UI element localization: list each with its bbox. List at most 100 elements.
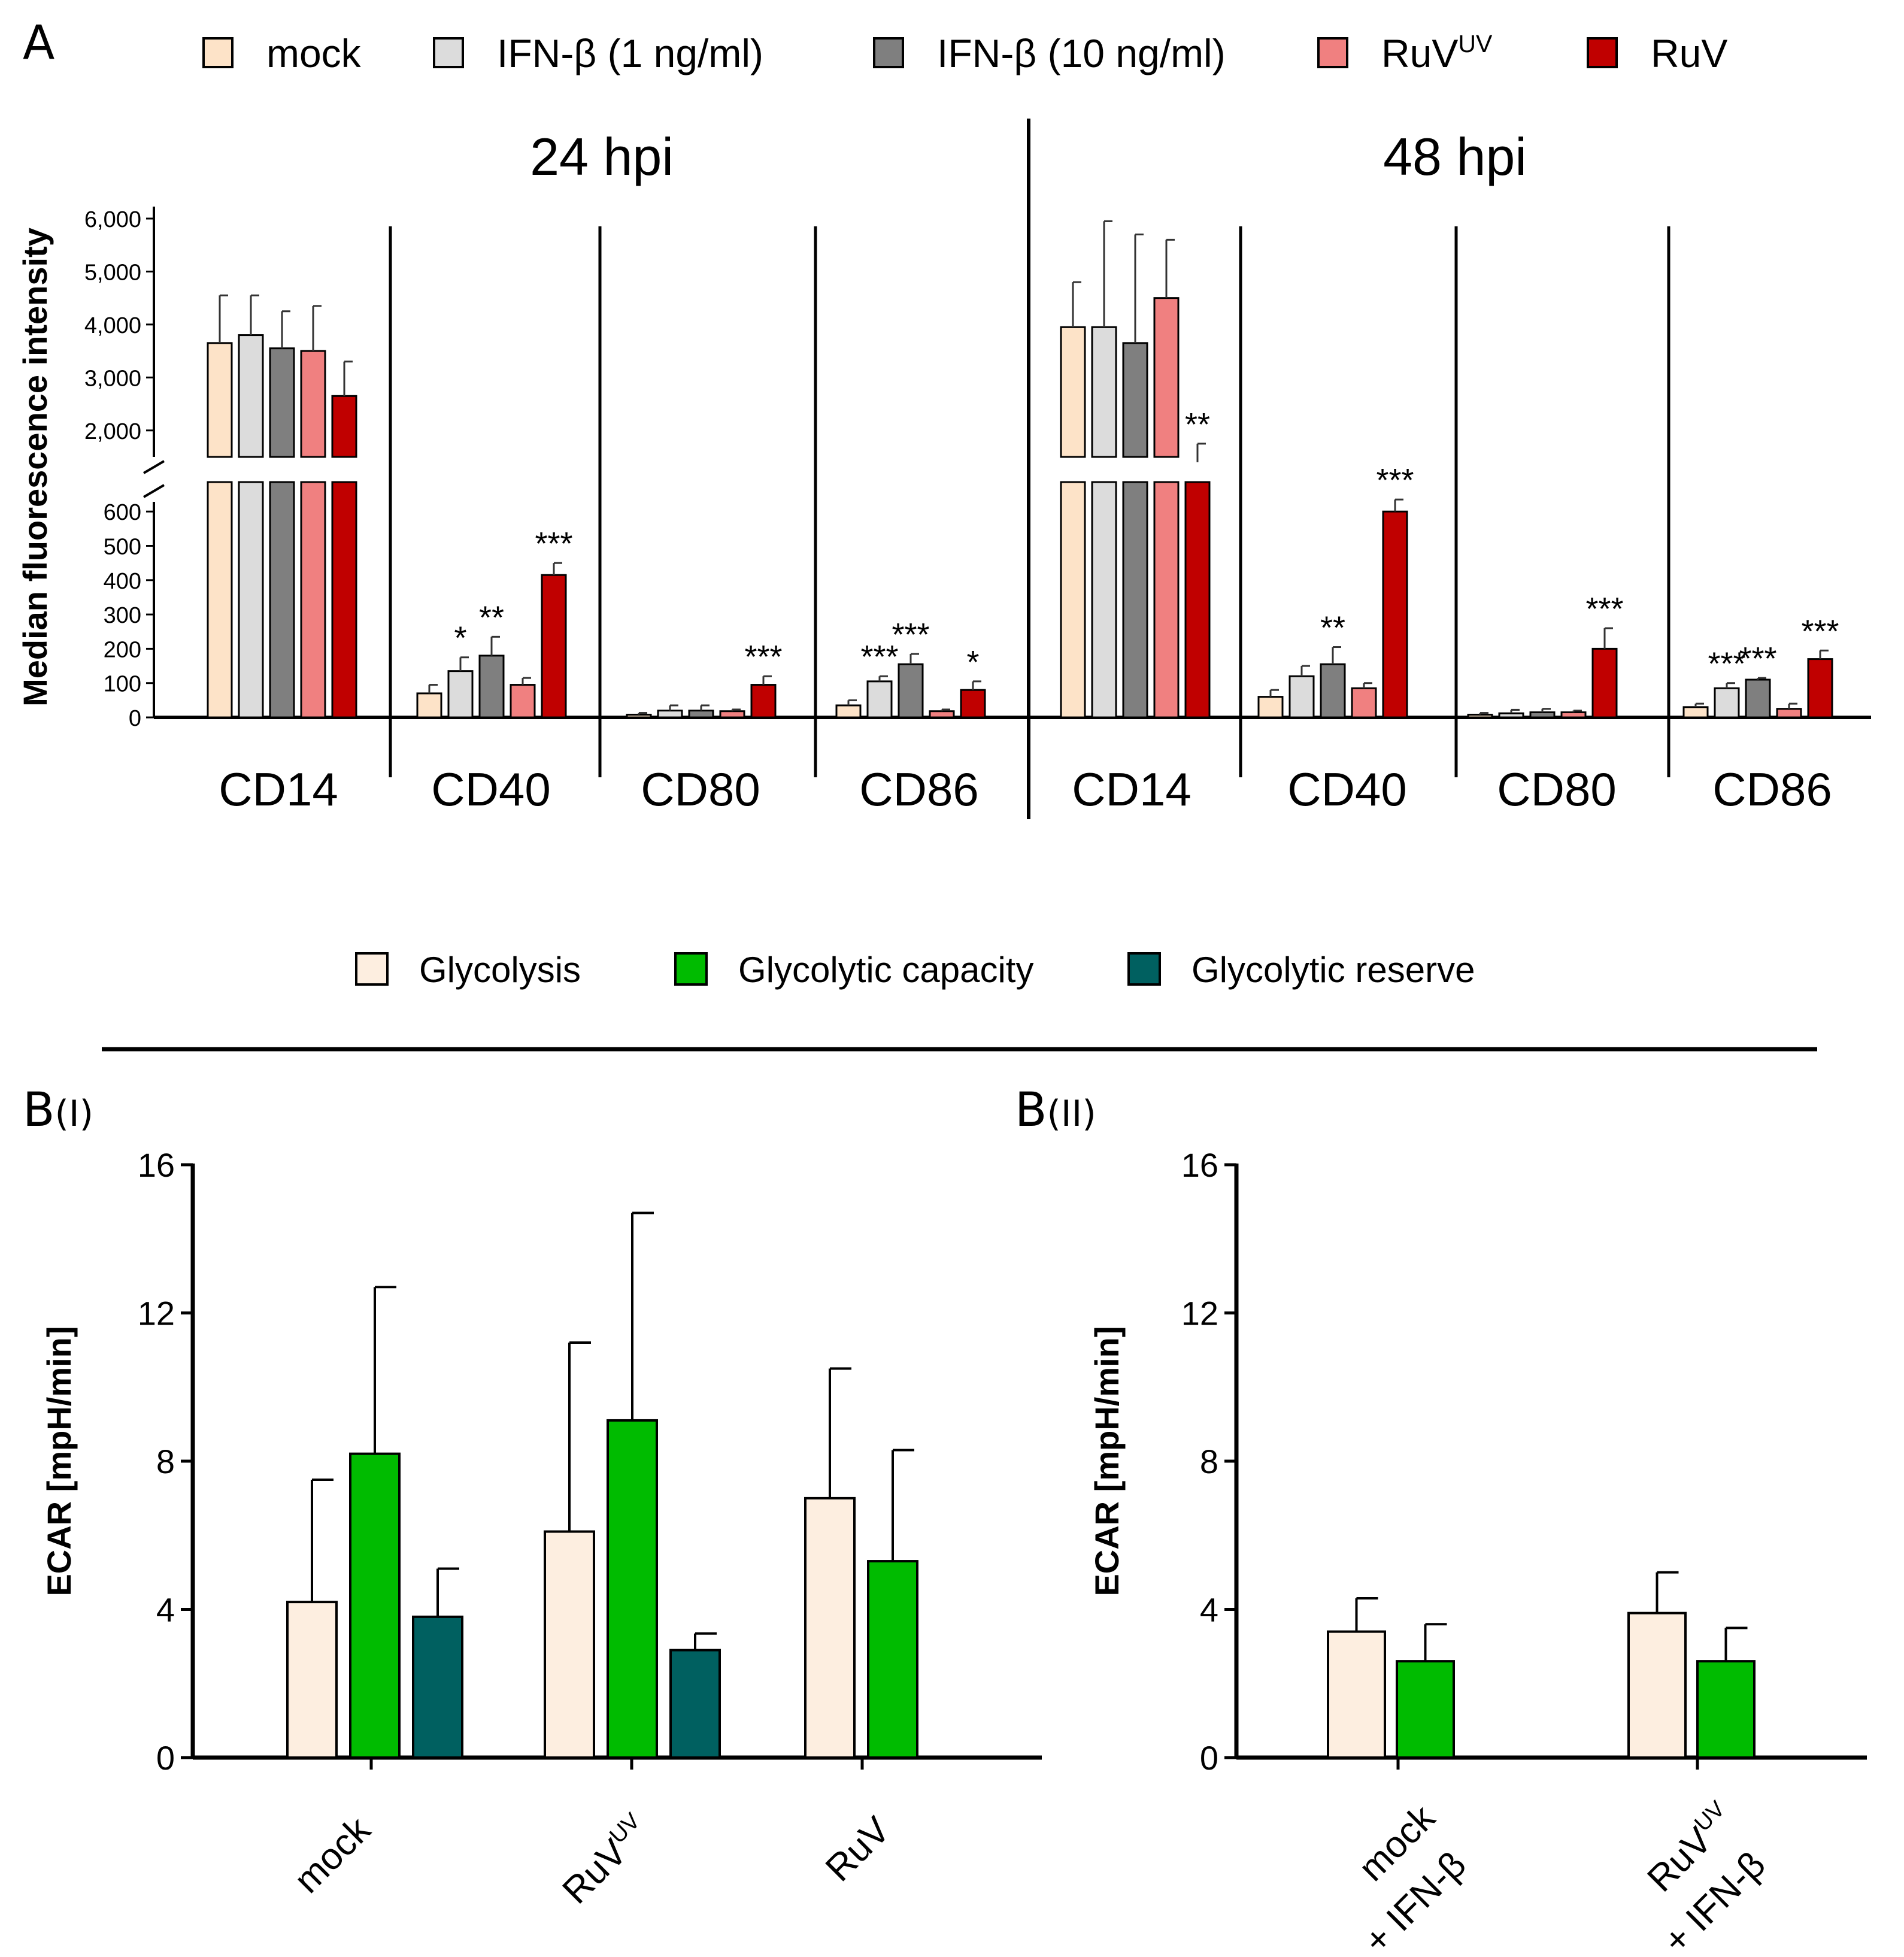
- panel-b1-label: B(I): [23, 1083, 93, 1137]
- bar: [1776, 708, 1802, 719]
- bar: [1529, 711, 1556, 719]
- bar: [1560, 711, 1587, 719]
- bar-lower: [1153, 481, 1180, 719]
- legend-b-swatch-0: [355, 952, 389, 986]
- bar: [1382, 510, 1408, 719]
- bar: [804, 1496, 856, 1759]
- bar: [750, 684, 777, 719]
- bar-upper: [300, 350, 326, 458]
- significance-marker: ***: [860, 639, 898, 675]
- significance-marker: ***: [1585, 591, 1623, 627]
- y-tick-label: 12: [138, 1295, 175, 1332]
- legend-b-swatch-2: [1127, 952, 1161, 986]
- significance-marker: ***: [1708, 646, 1745, 682]
- bar: [1745, 678, 1771, 719]
- timepoint-title-24hpi: 24 hpi: [530, 127, 674, 186]
- significance-marker: *: [454, 620, 466, 656]
- bar-lower: [269, 481, 295, 719]
- legend-b-label-0: Glycolysis: [419, 950, 581, 990]
- legend-a-swatch-0: [202, 37, 234, 68]
- bar: [719, 710, 745, 719]
- significance-marker: ***: [1801, 613, 1839, 649]
- bar: [960, 689, 986, 719]
- bar-lower: [331, 481, 357, 719]
- legend-b-label-2: Glycolytic reserve: [1191, 950, 1475, 990]
- y-tick-label: 16: [1181, 1146, 1218, 1184]
- bar: [929, 710, 955, 719]
- y-tick-label-a-lower: 500: [104, 535, 141, 560]
- bar: [1257, 696, 1284, 719]
- bar-upper: [269, 347, 295, 458]
- y-tick-label-a-upper: 3,000: [84, 366, 141, 391]
- y-tick-label: 8: [156, 1443, 175, 1480]
- y-tick-label: 4: [156, 1591, 175, 1629]
- bar: [1627, 1611, 1687, 1759]
- bar: [1396, 1660, 1455, 1759]
- bar: [688, 710, 714, 719]
- bar: [412, 1615, 463, 1759]
- bar: [607, 1419, 658, 1759]
- legend-a-swatch-1: [433, 37, 464, 68]
- bar: [1288, 675, 1315, 719]
- x-label-cd80: CD80: [1497, 763, 1616, 816]
- bar-upper: [1091, 326, 1117, 458]
- y-tick-label-a-lower: 200: [104, 637, 141, 662]
- bar-upper: [238, 334, 264, 458]
- bar-upper: [1122, 342, 1148, 458]
- significance-marker: ***: [744, 639, 782, 675]
- y-axis-label-b2: ECAR [mpH/min]: [1088, 1326, 1126, 1596]
- bar: [541, 574, 567, 719]
- y-axis-label-b1: ECAR [mpH/min]: [40, 1326, 78, 1596]
- significance-marker: ***: [1376, 462, 1414, 498]
- bar: [447, 670, 474, 719]
- y-tick-label: 0: [156, 1739, 175, 1777]
- bar: [669, 1649, 721, 1759]
- timepoint-title-48hpi: 48 hpi: [1383, 127, 1527, 186]
- y-axis-label-a: Median fluorescence intensity: [16, 228, 54, 707]
- y-tick-label-a-upper: 5,000: [84, 260, 141, 285]
- y-tick-label-a-lower: 0: [129, 706, 141, 731]
- y-tick-label-a-upper: 4,000: [84, 313, 141, 338]
- bar-lower: [1184, 481, 1211, 719]
- significance-marker: **: [1320, 610, 1345, 646]
- bar-lower: [1122, 481, 1148, 719]
- bar-upper: [331, 395, 357, 458]
- legend-a-label-3: RuVUV: [1381, 30, 1493, 75]
- bar-lower: [238, 481, 264, 719]
- panel-b2-label: B(II): [1015, 1083, 1096, 1137]
- significance-marker: *: [966, 644, 979, 680]
- bar: [1498, 712, 1524, 719]
- bar: [1682, 706, 1709, 719]
- bar: [1696, 1660, 1756, 1759]
- y-tick-label: 4: [1200, 1591, 1218, 1629]
- bar-upper: [1153, 297, 1180, 458]
- bar: [1714, 687, 1740, 719]
- legend-a: mock IFN-β (1 ng/ml) IFN-β (10 ng/ml) RuVUV…: [202, 30, 1727, 75]
- bar: [416, 692, 442, 719]
- legend-a-label-4: RuV: [1651, 31, 1727, 75]
- bar: [867, 1560, 918, 1759]
- significance-marker: **: [1185, 407, 1210, 443]
- bar: [478, 655, 505, 719]
- x-label-cd86: CD86: [859, 763, 978, 816]
- bar: [544, 1530, 595, 1759]
- y-tick-label: 0: [1200, 1739, 1218, 1777]
- x-label-cd40: CD40: [1287, 763, 1406, 816]
- significance-marker: ***: [535, 526, 572, 562]
- bar: [657, 710, 683, 719]
- legend-a-label-0: mock: [266, 31, 362, 75]
- legend-a-swatch-2: [873, 37, 904, 68]
- bar: [866, 680, 893, 719]
- axis-break-mark: [143, 484, 165, 498]
- legend-a-swatch-4: [1587, 37, 1618, 68]
- bar: [1807, 658, 1833, 719]
- x-label-cd14: CD14: [1072, 763, 1191, 816]
- bar: [1467, 713, 1493, 719]
- x-label-cd14: CD14: [219, 763, 338, 816]
- legend-b-label-1: Glycolytic capacity: [738, 950, 1033, 990]
- panel-a-label: A: [23, 16, 54, 70]
- chart-a: 24 hpi 48 hpi Median fluorescence intens…: [16, 119, 1871, 819]
- significance-marker: ***: [1739, 641, 1776, 677]
- y-tick-label: 12: [1181, 1295, 1218, 1332]
